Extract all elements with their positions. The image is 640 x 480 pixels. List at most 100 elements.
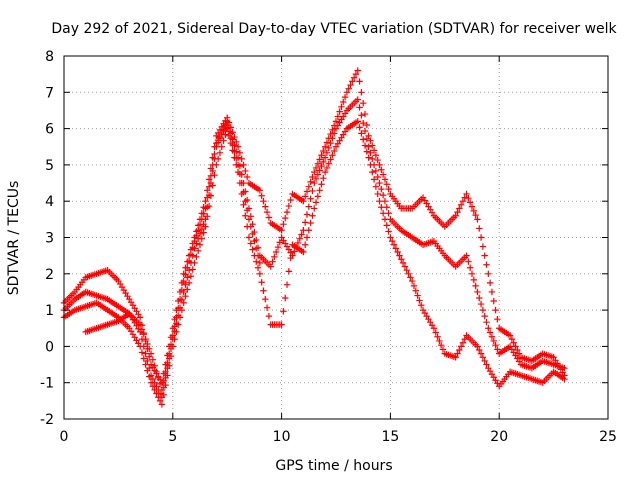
- data-point: [323, 139, 331, 146]
- data-point: [144, 357, 151, 365]
- data-point: [345, 85, 352, 92]
- data-point: [211, 171, 218, 179]
- y-tick-label: 5: [45, 158, 54, 174]
- data-point: [463, 252, 470, 259]
- data-point: [276, 239, 283, 246]
- data-point: [294, 239, 302, 247]
- data-point: [356, 124, 363, 131]
- data-point: [253, 245, 260, 252]
- data-point: [144, 367, 151, 374]
- data-point: [194, 227, 202, 234]
- data-point: [204, 213, 211, 220]
- data-point: [136, 314, 144, 321]
- data-point: [176, 296, 184, 303]
- data-point: [329, 152, 336, 159]
- data-point: [249, 246, 256, 253]
- x-tick-label: 15: [381, 429, 399, 445]
- data-point: [379, 191, 387, 199]
- data-point: [272, 248, 280, 256]
- data-point: [466, 264, 474, 271]
- data-point: [508, 335, 516, 343]
- data-point: [327, 156, 334, 163]
- data-point: [472, 211, 479, 219]
- data-point: [287, 196, 294, 204]
- data-point: [285, 202, 293, 210]
- data-point: [240, 161, 247, 169]
- data-point: [193, 232, 200, 239]
- data-point: [189, 244, 196, 251]
- data-point: [374, 173, 381, 181]
- data-point: [187, 251, 195, 258]
- data-point: [202, 223, 209, 230]
- data-point: [160, 391, 167, 398]
- data-point: [360, 119, 367, 127]
- data-point: [184, 264, 191, 271]
- data-point: [173, 314, 180, 321]
- data-point: [146, 345, 153, 353]
- data-point: [510, 339, 517, 346]
- data-point: [381, 216, 389, 223]
- data-point: [325, 144, 332, 152]
- data-point: [142, 350, 149, 357]
- data-point: [365, 143, 372, 150]
- data-point: [356, 104, 363, 111]
- data-point: [194, 247, 202, 255]
- data-point: [262, 203, 269, 210]
- data-point: [158, 386, 166, 394]
- data-point: [196, 241, 204, 248]
- data-point: [162, 381, 169, 389]
- data-point: [312, 199, 320, 206]
- data-point: [468, 203, 476, 210]
- data-point: [140, 331, 147, 338]
- data-point: [205, 183, 213, 190]
- data-point: [178, 306, 186, 314]
- data-point: [187, 273, 195, 280]
- data-point: [173, 328, 180, 336]
- data-point: [196, 230, 204, 238]
- data-point: [561, 375, 568, 383]
- data-point: [153, 368, 160, 376]
- data-point: [247, 240, 254, 247]
- data-point: [360, 99, 367, 107]
- data-point: [147, 379, 155, 386]
- data-point: [492, 306, 499, 314]
- data-point: [256, 259, 264, 267]
- data-point: [452, 212, 459, 219]
- data-point: [236, 170, 244, 178]
- data-point: [285, 268, 293, 275]
- data-point: [142, 361, 149, 368]
- data-point: [490, 297, 497, 305]
- data-point: [383, 204, 390, 211]
- data-point: [436, 337, 443, 345]
- data-point: [372, 152, 380, 159]
- data-point: [486, 329, 494, 336]
- data-point: [412, 287, 419, 294]
- data-point: [369, 142, 376, 149]
- data-point: [158, 401, 166, 408]
- data-point: [327, 130, 334, 138]
- data-point: [378, 204, 385, 211]
- data-point: [283, 281, 291, 288]
- data-point: [216, 149, 224, 156]
- data-point: [300, 227, 307, 234]
- data-point: [376, 198, 383, 205]
- data-point: [298, 231, 305, 238]
- data-point: [454, 208, 461, 216]
- data-point: [142, 335, 149, 343]
- data-point: [376, 179, 383, 187]
- data-point: [378, 166, 385, 173]
- data-point: [358, 112, 365, 119]
- data-point: [367, 149, 374, 156]
- data-point: [243, 207, 251, 214]
- data-point: [249, 230, 256, 238]
- data-point: [229, 141, 236, 149]
- data-point: [202, 205, 209, 212]
- data-point: [164, 372, 171, 379]
- data-point: [318, 152, 325, 159]
- data-point: [374, 190, 381, 198]
- data-point: [369, 168, 376, 176]
- data-point: [258, 279, 265, 286]
- data-point: [385, 210, 392, 217]
- x-axis-label: GPS time / hours: [275, 458, 392, 474]
- data-point: [198, 225, 206, 233]
